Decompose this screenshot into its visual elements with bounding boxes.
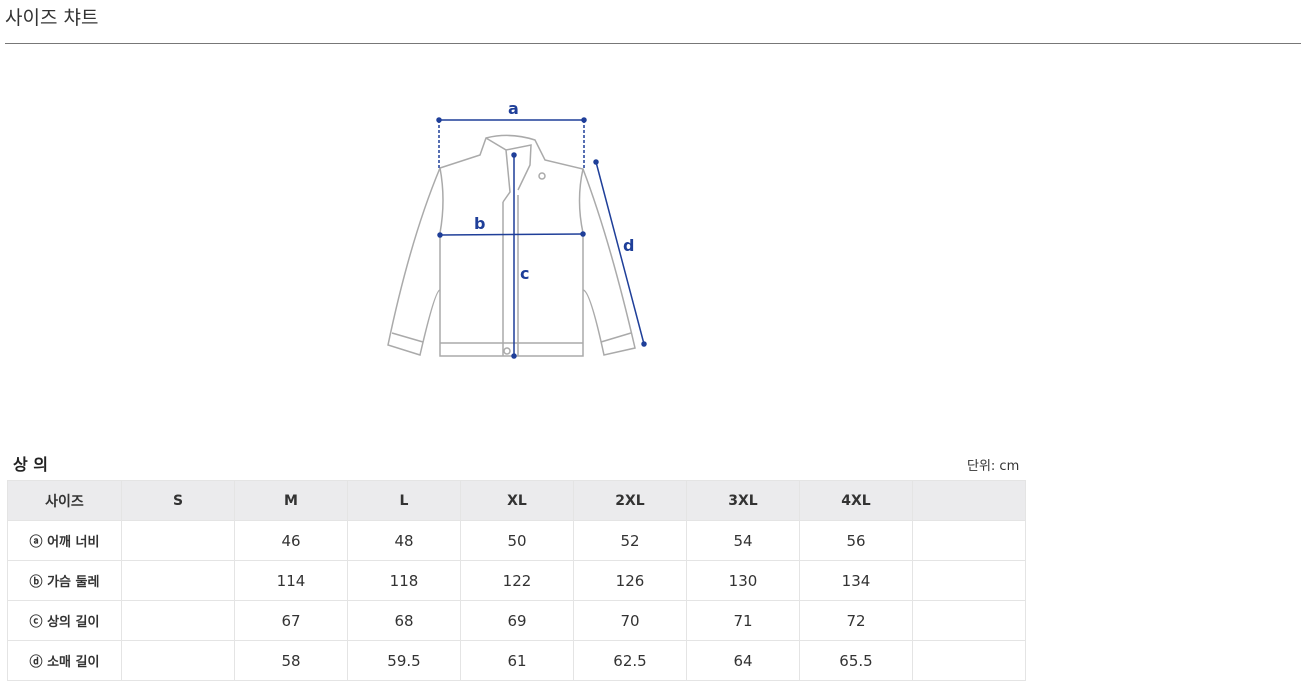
table-cell [121,520,235,561]
table-cell: 65.5 [799,640,913,681]
column-header: 4XL [799,480,913,521]
divider [5,43,1301,44]
table-cell [121,600,235,641]
table-cell [912,520,1026,561]
table-cell [912,560,1026,601]
table-cell: 48 [347,520,461,561]
jacket-left-sleeve [387,167,441,356]
row-label: ⓐ 어깨 너비 [7,520,122,561]
column-header: XL [460,480,574,521]
table-cell: 69 [460,600,574,641]
table-cell: 67 [234,600,348,641]
table-cell: 58 [234,640,348,681]
table-cell [912,600,1026,641]
table-cell: 61 [460,640,574,681]
table-cell [912,640,1026,681]
table-cell: 126 [573,560,687,601]
table-cell: 54 [686,520,800,561]
unit-label: 단위: cm [967,459,1020,474]
column-header: 2XL [573,480,687,521]
table-cell: 71 [686,600,800,641]
size-table: 사이즈 S M L XL 2XL 3XL 4XL ⓐ 어깨 너비 46 48 50 52 54 56 ⓑ 가… [7,480,1026,681]
label-d: d [623,236,634,255]
jacket-diagram: a b c d [387,99,647,359]
jacket-right-sleeve [582,168,636,356]
table-cell: 68 [347,600,461,641]
table-cell [121,640,235,681]
label-a: a [508,99,519,118]
table-cell: 130 [686,560,800,601]
label-b: b [474,214,485,233]
column-header: 3XL [686,480,800,521]
column-header [912,480,1026,521]
table-cell: 114 [234,560,348,601]
table-cell: 118 [347,560,461,601]
table-cell: 59.5 [347,640,461,681]
table-cell: 134 [799,560,913,601]
column-header: S [121,480,235,521]
table-row: ⓓ 소매 길이 58 59.5 61 62.5 64 65.5 [7,640,1026,681]
column-header: L [347,480,461,521]
table-cell: 64 [686,640,800,681]
table-cell: 46 [234,520,348,561]
table-row: ⓒ 상의 길이 67 68 69 70 71 72 [7,600,1026,641]
table-cell [121,560,235,601]
label-c: c [520,264,529,283]
section-title: 상 의 [13,455,49,474]
table-cell: 50 [460,520,574,561]
table-cell: 52 [573,520,687,561]
row-label: ⓒ 상의 길이 [7,600,122,641]
table-cell: 62.5 [573,640,687,681]
table-row: ⓑ 가슴 둘레 114 118 122 126 130 134 [7,560,1026,601]
jacket-body [439,134,584,357]
column-header: 사이즈 [7,480,122,521]
table-cell: 122 [460,560,574,601]
row-label: ⓓ 소매 길이 [7,640,122,681]
row-label: ⓑ 가슴 둘레 [7,560,122,601]
table-cell: 70 [573,600,687,641]
column-header: M [234,480,348,521]
page-title: 사이즈 챠트 [5,7,99,29]
table-cell: 56 [799,520,913,561]
table-row: ⓐ 어깨 너비 46 48 50 52 54 56 [7,520,1026,561]
table-header-row: 사이즈 S M L XL 2XL 3XL 4XL [7,480,1026,521]
table-cell: 72 [799,600,913,641]
